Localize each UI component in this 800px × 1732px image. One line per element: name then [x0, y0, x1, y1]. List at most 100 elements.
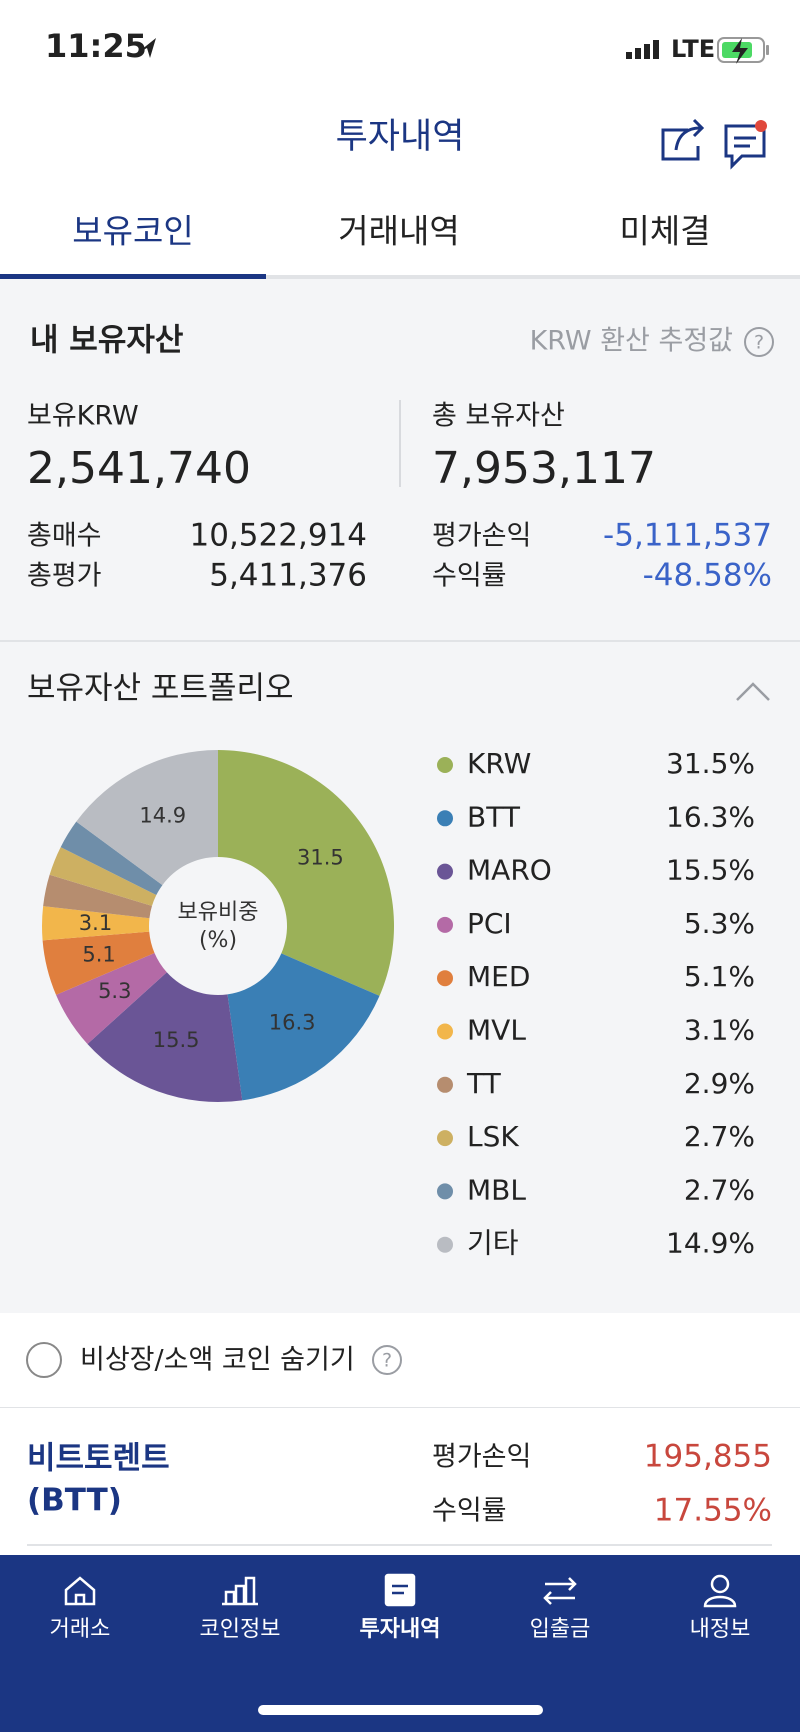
legend-label: 기타	[467, 1227, 519, 1260]
pie-slice	[49, 847, 157, 906]
legend-value: 14.9%	[666, 1227, 755, 1260]
legend-label: MARO	[467, 854, 552, 887]
holding-rows: 평가손익 195,855 수익률 17.55%	[432, 1439, 772, 1529]
legend-marker	[437, 1130, 453, 1147]
pie-slice	[87, 972, 243, 1102]
legend-value: 2.7%	[684, 1173, 755, 1206]
row-label: 총평가	[27, 561, 102, 592]
nav-item[interactable]: 투자내역	[360, 1617, 441, 1642]
row-label: 평가손익	[432, 1442, 531, 1473]
pie-chart: 31.5 16.3 15.5 5.3 5.1 3.1 14.9 보유비중 (%)	[42, 750, 394, 1102]
status-time: 11:25	[45, 27, 147, 65]
row-label: 평가손익	[432, 521, 531, 552]
slice-label: 15.5	[153, 1028, 200, 1052]
row-label: 총매수	[27, 521, 102, 552]
help-icon[interactable]: ?	[372, 1345, 402, 1375]
legend-label: KRW	[467, 747, 531, 780]
legend-marker	[437, 863, 453, 880]
filter-checkbox[interactable]	[26, 1342, 62, 1378]
row-value: -48.58%	[643, 558, 772, 594]
pie-slice	[42, 906, 150, 941]
svg-text:?: ?	[754, 332, 764, 354]
slice-label: 14.9	[139, 804, 186, 828]
slice-label: 31.5	[297, 846, 344, 870]
nav-item[interactable]: 입출금	[530, 1617, 591, 1642]
battery-icon	[717, 37, 769, 64]
pie-slice	[56, 953, 167, 1045]
section-title: 내 보유자산	[30, 323, 183, 359]
asset-rows: 총매수 10,522,914 총평가 5,411,376 평가손익 -5,111,537 수…	[27, 518, 772, 594]
pie-slice	[43, 874, 152, 919]
row-label: 수익률	[432, 561, 507, 592]
legend-value: 2.9%	[684, 1067, 755, 1100]
legend-value: 3.1%	[684, 1014, 755, 1047]
nav-item[interactable]: 내정보	[690, 1617, 751, 1642]
filter-label: 비상장/소액 코인 숨기기	[80, 1345, 355, 1376]
slice-label: 5.3	[98, 979, 131, 1003]
center-label: (%)	[199, 928, 237, 953]
row-value: 10,522,914	[190, 518, 368, 554]
legend-value: 15.5%	[666, 854, 755, 887]
pie-slice	[218, 750, 394, 996]
coin-name[interactable]: 비트토렌트	[27, 1441, 170, 1477]
legend-marker	[437, 970, 453, 987]
legend-marker	[437, 1023, 453, 1040]
legend-value: 31.5%	[666, 747, 755, 780]
total-label: 총 보유자산	[432, 401, 565, 432]
tab[interactable]: 거래내역	[338, 212, 459, 251]
row-value: 17.55%	[654, 1493, 772, 1529]
coin-symbol: (BTT)	[27, 1483, 122, 1519]
krw-label: 보유KRW	[27, 401, 139, 432]
legend: KRW 31.5% BTT 16.3% MARO 15.5% PCI 5.3% MED 5.1% M…	[437, 747, 755, 1260]
signal-icon	[626, 40, 659, 59]
legend-label: TT	[466, 1067, 502, 1100]
slice-label: 5.1	[82, 942, 115, 966]
network-label: LTE	[671, 35, 715, 63]
legend-marker	[437, 757, 453, 773]
share-button[interactable]	[661, 118, 705, 161]
center-label: 보유비중	[178, 900, 259, 925]
tab[interactable]: 미체결	[619, 212, 710, 251]
legend-value: 5.1%	[684, 960, 755, 993]
location-icon	[136, 38, 156, 58]
row-value: 5,411,376	[209, 558, 367, 594]
help-icon[interactable]: ?	[744, 327, 774, 357]
legend-marker	[437, 916, 453, 933]
legend-label: LSK	[467, 1120, 519, 1153]
header-title: 투자내역	[336, 117, 465, 157]
pie-slice	[60, 821, 163, 896]
nav-item[interactable]: 코인정보	[200, 1617, 281, 1642]
estimate-note: KRW 환산 추정값	[530, 326, 733, 357]
legend-label: MBL	[467, 1173, 526, 1206]
legend-label: MED	[467, 960, 530, 993]
home-indicator	[258, 1705, 543, 1715]
nav-items: 거래소 코인정보 투자내역 입출금 내정보	[50, 1617, 751, 1642]
legend-marker	[437, 810, 453, 827]
legend-marker	[437, 1076, 453, 1093]
legend-value: 16.3%	[666, 800, 755, 833]
slice-label: 16.3	[269, 1010, 316, 1034]
legend-marker	[437, 1183, 453, 1200]
tab-bar: 보유코인 거래내역 미체결	[72, 212, 710, 251]
legend-marker	[437, 1236, 453, 1253]
svg-text:?: ?	[382, 1350, 392, 1372]
active-tab-indicator	[0, 274, 266, 279]
tab[interactable]: 보유코인	[72, 212, 193, 251]
legend-label: MVL	[467, 1014, 526, 1047]
legend-label: BTT	[467, 800, 521, 833]
message-button[interactable]	[724, 120, 767, 170]
legend-value: 5.3%	[684, 907, 755, 940]
row-value: -5,111,537	[603, 518, 772, 554]
legend-value: 2.7%	[684, 1120, 755, 1153]
collapse-button[interactable]	[736, 682, 770, 701]
nav-item[interactable]: 거래소	[50, 1617, 111, 1642]
slice-label: 3.1	[79, 911, 112, 935]
row-value: 195,855	[644, 1439, 772, 1475]
nav-icons	[64, 1573, 737, 1608]
row-label: 수익률	[432, 1496, 507, 1527]
pie-slice	[42, 931, 155, 995]
pie-slice	[227, 953, 380, 1101]
krw-value: 2,541,740	[27, 443, 251, 494]
